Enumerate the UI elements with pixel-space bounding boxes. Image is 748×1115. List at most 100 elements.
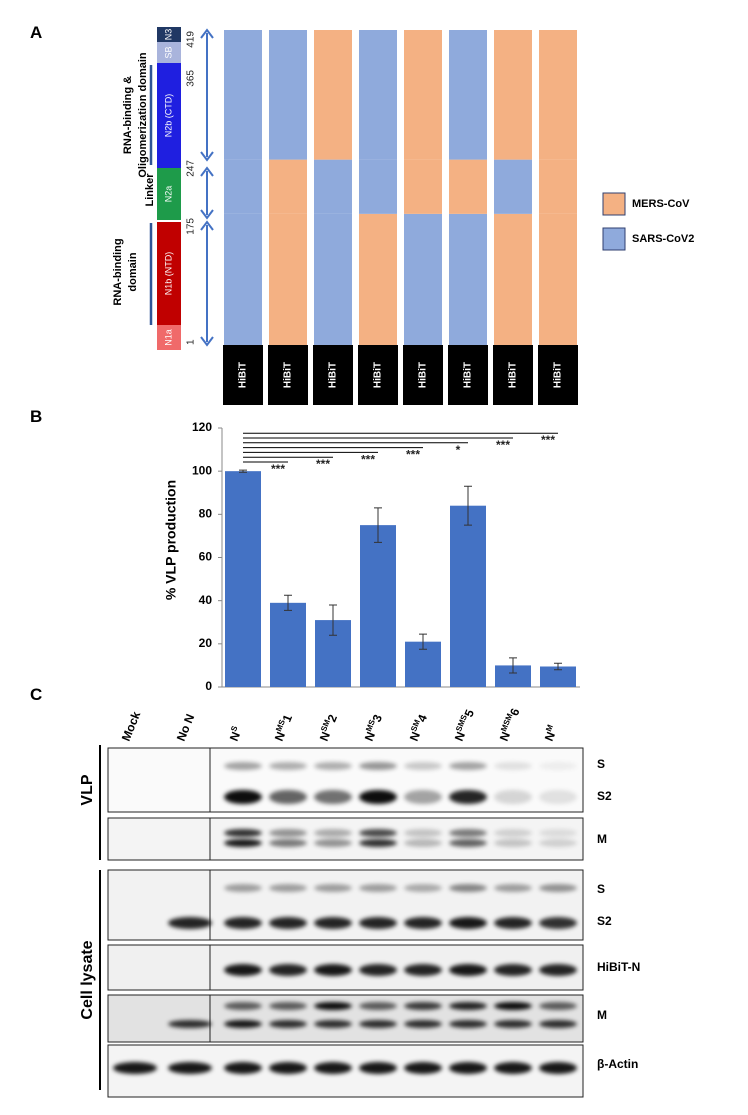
blot-band <box>314 1002 352 1010</box>
blot-band <box>314 1020 352 1028</box>
construct-segment <box>539 213 577 345</box>
blot-band <box>404 884 442 892</box>
arrow-head <box>200 28 214 162</box>
blot-band <box>224 790 262 804</box>
error-bar <box>329 604 337 636</box>
construct-segment <box>224 159 262 214</box>
y-tick-label: 100 <box>192 463 212 477</box>
blot-band <box>359 1020 397 1028</box>
blot-band <box>359 839 397 847</box>
lane-label: NMS1 <box>271 712 295 743</box>
panel-label: C <box>30 685 42 704</box>
blot-band <box>269 839 307 847</box>
significance-label: *** <box>541 433 555 447</box>
group-label: Cell lysate <box>79 940 96 1019</box>
blot-band <box>494 762 532 770</box>
arrow-head <box>200 166 214 220</box>
lane-sup: MS <box>364 718 377 733</box>
residue-position: 1 <box>186 339 197 345</box>
blot-band <box>224 839 262 847</box>
region-label: domain <box>127 252 139 291</box>
lane-sup: SM <box>409 718 422 733</box>
blot-band <box>224 1062 262 1074</box>
domain-box <box>157 63 181 168</box>
group-label: VLP <box>79 774 96 805</box>
construct-segment <box>404 213 442 345</box>
band-label: S2 <box>597 789 612 803</box>
tag-box <box>538 345 578 405</box>
blot-band <box>359 1002 397 1010</box>
lane-label: NSM4 <box>406 712 430 743</box>
blot-band <box>494 1002 532 1010</box>
blot-band <box>168 1062 212 1074</box>
blot-band <box>269 790 307 804</box>
domain-label: N1a <box>163 329 173 346</box>
blot-band <box>539 964 577 976</box>
tag-box <box>403 345 443 405</box>
domain-box <box>157 168 181 220</box>
blot-band <box>449 762 487 770</box>
blot-band <box>404 917 442 929</box>
lane-text: Mock <box>119 709 144 743</box>
blot-band <box>539 1062 577 1074</box>
blot-band <box>404 1062 442 1074</box>
blot-band <box>269 884 307 892</box>
error-bar <box>239 469 247 473</box>
blot-band <box>359 762 397 770</box>
blot-band <box>539 917 577 929</box>
tag-label: HiBiT <box>418 362 429 388</box>
blot-band <box>314 884 352 892</box>
blot-band <box>168 1020 212 1028</box>
domain-label: N3 <box>163 29 173 41</box>
blot-band <box>449 829 487 837</box>
blot-band <box>539 762 577 770</box>
blot-band <box>404 839 442 847</box>
bar <box>225 471 261 687</box>
domain-label: N1b (NTD) <box>163 252 173 296</box>
region-label: RNA-binding & <box>122 76 134 154</box>
blot-band <box>168 917 212 929</box>
blot-band <box>359 884 397 892</box>
lane-label: Mock <box>119 709 144 743</box>
blot-band <box>404 790 442 804</box>
tag-label: HiBiT <box>238 362 249 388</box>
construct-segment <box>314 30 352 160</box>
y-tick-label: 0 <box>205 679 212 693</box>
blot-band <box>359 917 397 929</box>
lane-sup: MS <box>274 718 287 733</box>
blot-band <box>224 762 262 770</box>
tag-box <box>268 345 308 405</box>
construct-segment <box>539 30 577 160</box>
blot-band <box>224 1002 262 1010</box>
blot-band <box>449 839 487 847</box>
construct-segment <box>404 30 442 160</box>
band-label: S2 <box>597 914 612 928</box>
legend-swatch <box>602 192 626 216</box>
y-tick-label: 80 <box>199 507 213 521</box>
blot-band <box>494 1062 532 1074</box>
blot-band <box>314 917 352 929</box>
arrow-head <box>200 220 214 347</box>
blot-band <box>224 884 262 892</box>
blot-band <box>224 1020 262 1028</box>
blot-band <box>269 1062 307 1074</box>
error-bar <box>284 594 292 611</box>
lane-num: 5 <box>462 707 478 719</box>
blot-band <box>269 1002 307 1010</box>
blot-band <box>404 829 442 837</box>
blot-band <box>404 1020 442 1028</box>
lane-label: NSM2 <box>316 712 340 743</box>
domain-box <box>157 27 181 42</box>
blot-band <box>449 917 487 929</box>
bar <box>540 666 576 687</box>
significance-label: *** <box>496 438 510 452</box>
lane-sup: S <box>229 724 240 733</box>
significance-label: * <box>456 443 461 457</box>
band-label: M <box>597 1008 607 1022</box>
residue-position: 175 <box>186 218 197 235</box>
band-label: S <box>597 882 605 896</box>
blot-band <box>359 964 397 976</box>
construct-segment <box>539 159 577 214</box>
construct-segment <box>449 159 487 214</box>
construct-segment <box>494 159 532 214</box>
